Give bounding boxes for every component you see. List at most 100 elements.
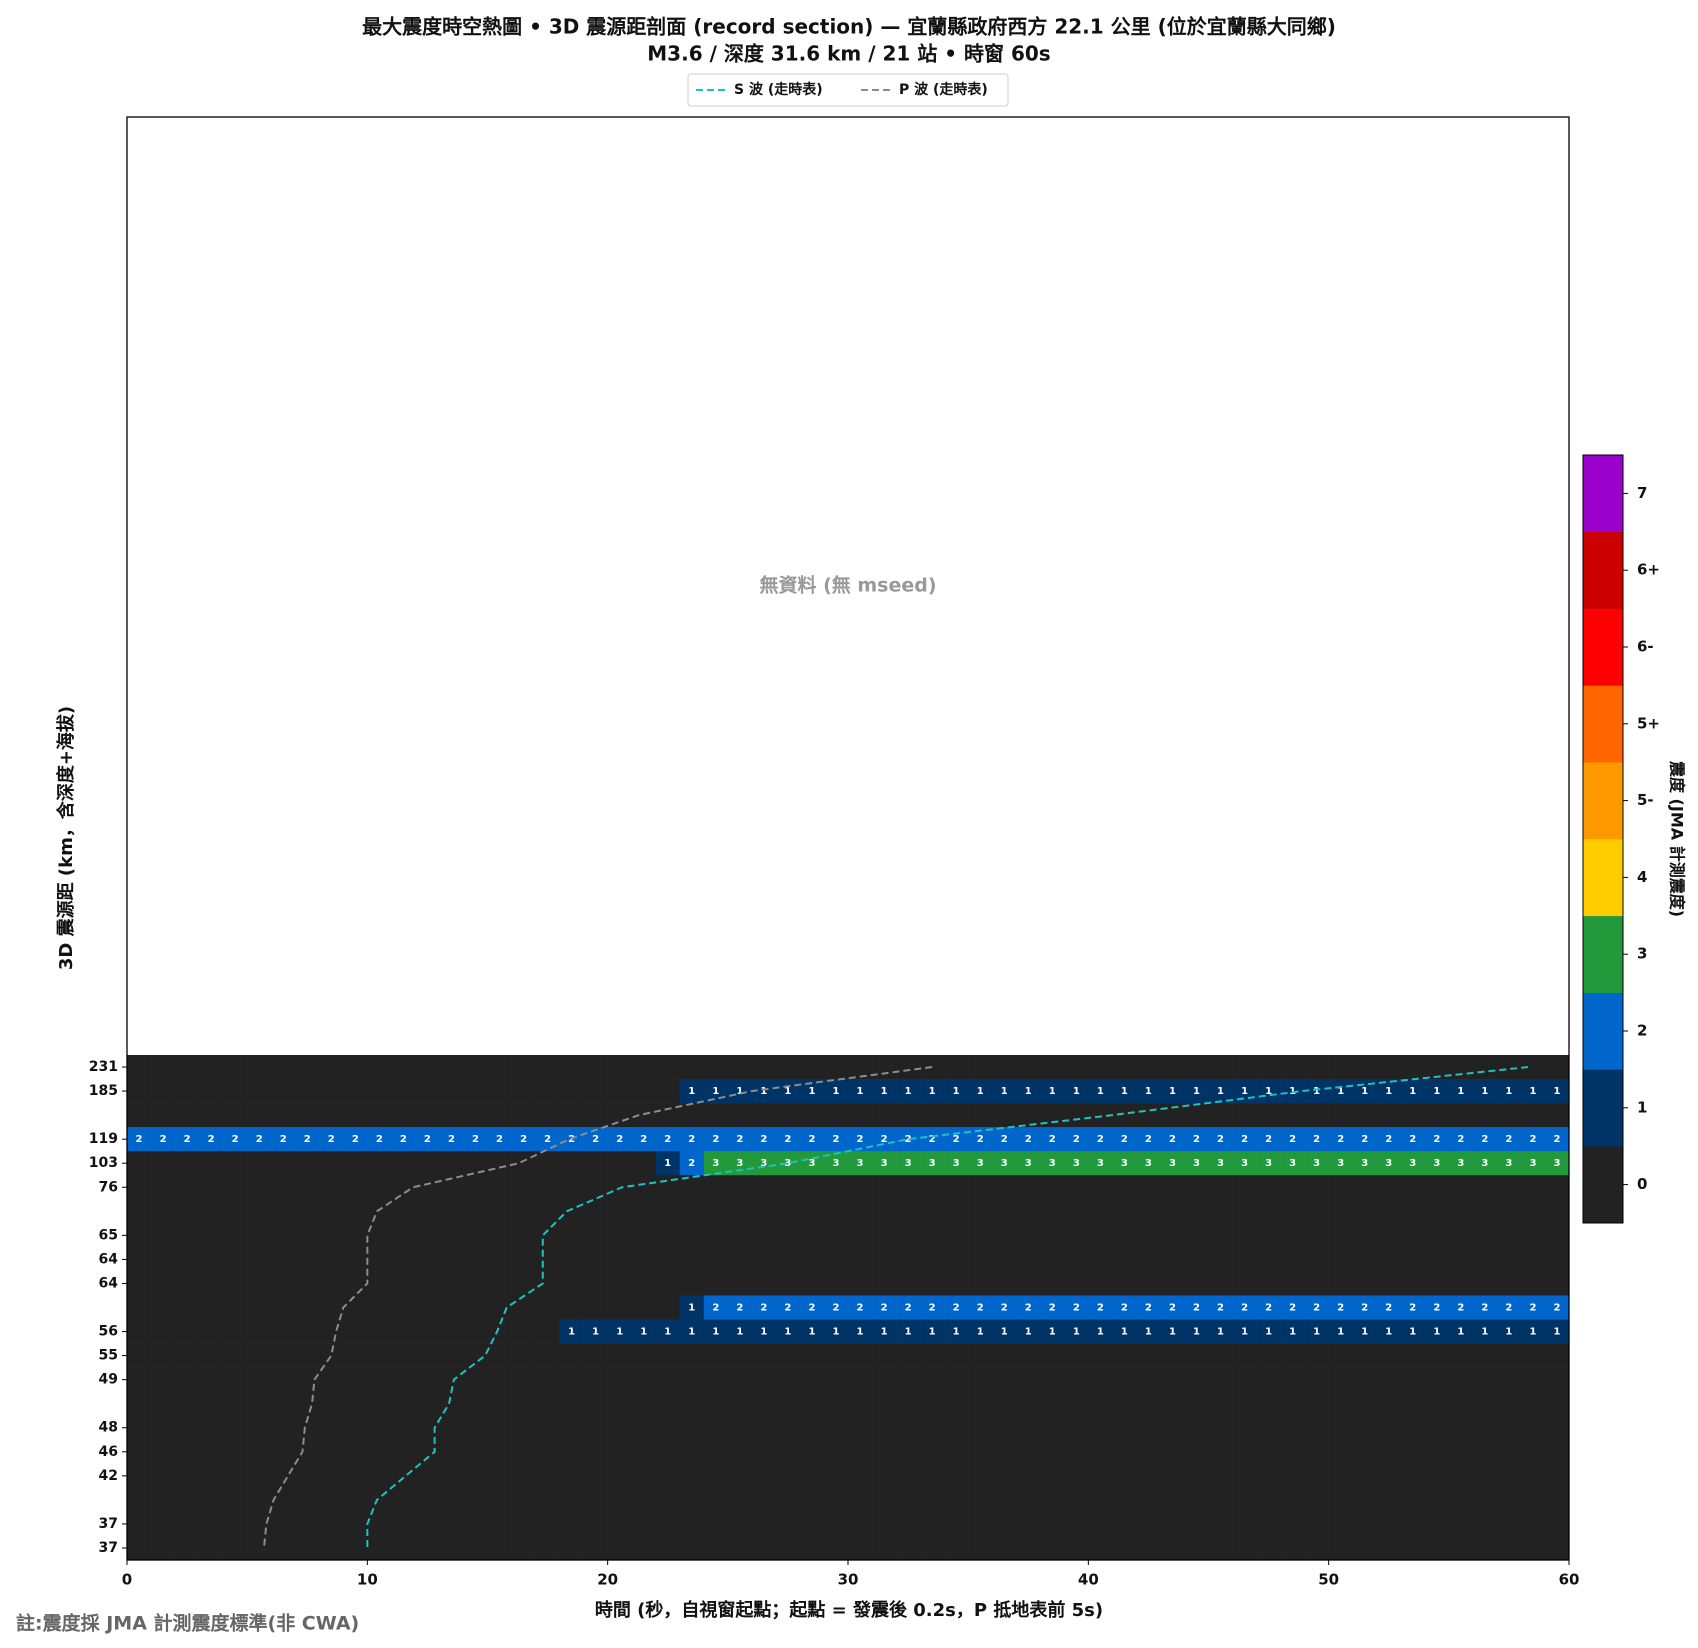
heatmap-cell: [607, 1367, 632, 1392]
heatmap-cell: [775, 1463, 801, 1489]
cell-label: 2: [977, 1134, 984, 1145]
heatmap-cell: [896, 1271, 921, 1296]
cell-label: 3: [1289, 1158, 1296, 1169]
heatmap-cell: [1088, 1295, 1113, 1320]
heatmap-cell: [175, 1367, 200, 1392]
heatmap-cell: [1400, 1127, 1426, 1152]
heatmap-cell: [271, 1391, 296, 1417]
heatmap-cell: [511, 1247, 536, 1272]
cell-label: 2: [544, 1134, 551, 1145]
heatmap-cell: [583, 1367, 608, 1392]
heatmap-cell: [271, 1151, 296, 1176]
heatmap-cell: [799, 1319, 825, 1344]
heatmap-cell: [559, 1391, 584, 1417]
heatmap-cell: [823, 1223, 849, 1248]
cell-label: 1: [1145, 1327, 1152, 1338]
heatmap-cell: [463, 1463, 488, 1489]
footnote: 註:震度採 JMA 計測震度標準(非 CWA): [16, 1612, 359, 1635]
heatmap-cell: [559, 1103, 584, 1128]
cell-label: 3: [832, 1158, 839, 1169]
heatmap-cell: [271, 1103, 296, 1128]
heatmap-cell: [1472, 1439, 1498, 1465]
heatmap-cell: [775, 1487, 801, 1513]
y-tick-label: 65: [99, 1227, 118, 1243]
heatmap-cell: [343, 1127, 368, 1152]
heatmap-cell: [1160, 1079, 1185, 1104]
heatmap-cell: [199, 1103, 224, 1128]
heatmap-cell: [343, 1367, 368, 1392]
heatmap-cell: [439, 1103, 464, 1128]
heatmap-cell: [1160, 1535, 1185, 1561]
heatmap-cell: [1280, 1319, 1305, 1344]
heatmap-cell: [1232, 1463, 1257, 1489]
cell-label: 2: [1193, 1134, 1200, 1145]
cell-label: 3: [1001, 1158, 1008, 1169]
heatmap-cell: [319, 1055, 344, 1080]
heatmap-cell: [1280, 1463, 1305, 1489]
heatmap-cell: [751, 1343, 777, 1368]
heatmap-cell: [799, 1199, 825, 1224]
heatmap-cell: [271, 1223, 296, 1248]
heatmap-cell: [1016, 1199, 1041, 1224]
heatmap-cell: [992, 1463, 1017, 1489]
heatmap-cell: [1400, 1535, 1426, 1561]
heatmap-cell: [1232, 1079, 1257, 1104]
heatmap-cell: [1280, 1079, 1305, 1104]
heatmap-cell: [391, 1151, 416, 1176]
heatmap-cell: [968, 1319, 993, 1344]
heatmap-cell: [271, 1127, 296, 1152]
heatmap-cell: [968, 1511, 993, 1537]
heatmap-cell: [247, 1367, 272, 1392]
heatmap-cell: [415, 1535, 440, 1561]
heatmap-cell: [920, 1079, 945, 1104]
heatmap-cell: [559, 1223, 584, 1248]
heatmap-cell: [223, 1151, 248, 1176]
heatmap-cell: [872, 1247, 897, 1272]
heatmap-cell: [367, 1271, 392, 1296]
heatmap-cell: [295, 1535, 320, 1561]
heatmap-cell: [487, 1247, 512, 1272]
heatmap-cell: [1328, 1151, 1353, 1176]
heatmap-cell: [1352, 1103, 1378, 1128]
heatmap-cell: [1040, 1055, 1065, 1080]
heatmap-cell: [583, 1223, 608, 1248]
heatmap-cell: [944, 1151, 969, 1176]
heatmap-cell: [535, 1415, 560, 1441]
heatmap-cell: [343, 1463, 368, 1489]
cell-label: 2: [1433, 1134, 1440, 1145]
heatmap-cell: [1208, 1247, 1233, 1272]
heatmap-cell: [1040, 1343, 1065, 1368]
y-tick-label: 55: [99, 1348, 118, 1364]
heatmap-cell: [1280, 1271, 1305, 1296]
heatmap-cell: [1424, 1535, 1450, 1561]
heatmap-cell: [920, 1343, 945, 1368]
heatmap-cell: [1232, 1415, 1257, 1441]
heatmap-cell: [1064, 1055, 1089, 1080]
heatmap-cell: [1112, 1199, 1137, 1224]
heatmap-cell: [775, 1199, 801, 1224]
heatmap-cell: [343, 1439, 368, 1465]
heatmap-cell: [727, 1103, 753, 1128]
cell-label: 2: [905, 1303, 912, 1314]
cell-label: 1: [1097, 1327, 1104, 1338]
heatmap-cell: [607, 1391, 632, 1417]
heatmap-cell: [559, 1151, 584, 1176]
heatmap-cell: [655, 1343, 681, 1368]
heatmap-cell: [1448, 1343, 1474, 1368]
heatmap-cell: [151, 1391, 176, 1417]
cell-label: 2: [592, 1134, 599, 1145]
heatmap-cell: [1088, 1415, 1113, 1441]
heatmap-cell: [583, 1463, 608, 1489]
heatmap-cell: [175, 1271, 200, 1296]
heatmap-cell: [583, 1511, 608, 1537]
heatmap-cell: [319, 1439, 344, 1465]
heatmap-cell: [703, 1343, 729, 1368]
heatmap-cell: [1496, 1247, 1522, 1272]
heatmap-cell: [1232, 1343, 1257, 1368]
heatmap-cell: [415, 1127, 440, 1152]
heatmap-cell: [992, 1103, 1017, 1128]
cell-label: 1: [1025, 1086, 1032, 1097]
heatmap-cell: [1304, 1463, 1329, 1489]
heatmap-cell: [631, 1055, 657, 1080]
heatmap-cell: [1376, 1127, 1402, 1152]
